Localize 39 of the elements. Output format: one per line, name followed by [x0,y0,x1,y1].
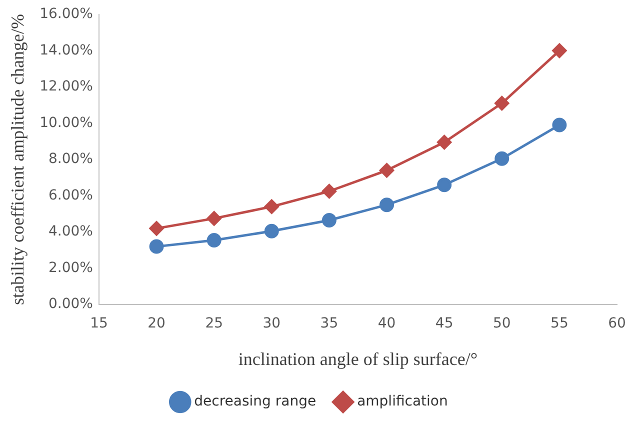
point [437,135,452,150]
x-tick-label: 55 [550,316,568,332]
point [322,213,336,228]
point [149,239,164,254]
y-tick-label: 8.00% [48,151,93,168]
x-tick-label: 40 [378,316,396,332]
x-tick-label: 45 [435,316,454,332]
x-tick-label: 25 [205,316,224,332]
y-tick-label: 2.00% [48,260,93,276]
point [264,224,279,238]
x-tick-label: 15 [90,316,108,332]
y-tick-label: 10.00% [40,114,93,131]
legend-label: decreasing range [194,394,316,410]
point [552,118,567,132]
point [206,232,222,248]
point [322,184,336,198]
point [437,178,452,192]
x-tick-label: 35 [320,316,338,332]
x-tick-label: 50 [492,316,511,332]
point [149,221,164,236]
point [264,199,279,214]
y-tick-label: 0.00% [48,296,93,312]
x-tick-label: 30 [262,316,281,332]
point [494,151,510,166]
x-axis-title: inclination angle of slip surface/° [238,348,478,369]
x-tick-label: 20 [148,316,166,332]
y-tick-label: 16.00% [40,6,93,22]
legend-label: amplification [357,394,448,410]
point [380,198,394,212]
point [206,211,222,226]
y-tick-label: 4.00% [48,224,93,240]
y-tick-label: 14.00% [40,42,93,58]
y-axis-title: stability coefficient amplitude change/% [8,14,28,306]
y-tick-label: 6.00% [48,187,93,204]
x-tick-label: 60 [608,316,626,332]
y-tick-label: 12.00% [40,78,93,95]
point [494,96,510,111]
point [552,43,567,58]
point [380,163,394,178]
